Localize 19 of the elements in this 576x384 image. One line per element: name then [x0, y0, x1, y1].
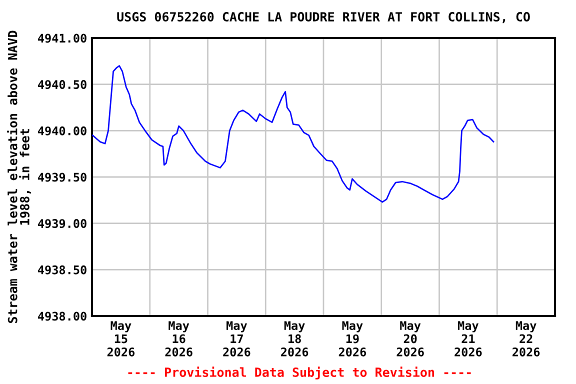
chart-title: USGS 06752260 CACHE LA POUDRE RIVER AT FORT COLLINS, CO [117, 12, 530, 24]
x-tick-label: May 18 2026 [281, 321, 308, 356]
x-tick-label: May 17 2026 [223, 321, 250, 356]
y-tick-label: 4941.00 [38, 34, 86, 43]
y-tick-label: 4940.00 [38, 126, 86, 136]
x-tick-label: May 22 2026 [512, 321, 540, 356]
x-tick-label: May 16 2026 [165, 321, 192, 356]
y-axis-title: Stream water level elevation above NAVD 1988, in feet [6, 30, 31, 323]
y-tick-label: 4940.50 [38, 80, 86, 90]
text: ---- Provisional Data Subject to Revision ---- [128, 366, 471, 380]
y-tick-label: 4938.50 [38, 265, 86, 274]
x-tick-label: May 21 2026 [454, 321, 482, 356]
x-tick-label: May 20 2026 [396, 321, 424, 356]
x-tick-label: May 19 2026 [338, 321, 366, 356]
y-tick-label: 4938.00 [38, 312, 86, 321]
x-tick-label: May 15 2026 [107, 321, 135, 356]
y-tick-label: 4939.50 [38, 172, 86, 182]
y-tick-label: 4939.00 [38, 219, 86, 228]
line-series [92, 65, 494, 203]
